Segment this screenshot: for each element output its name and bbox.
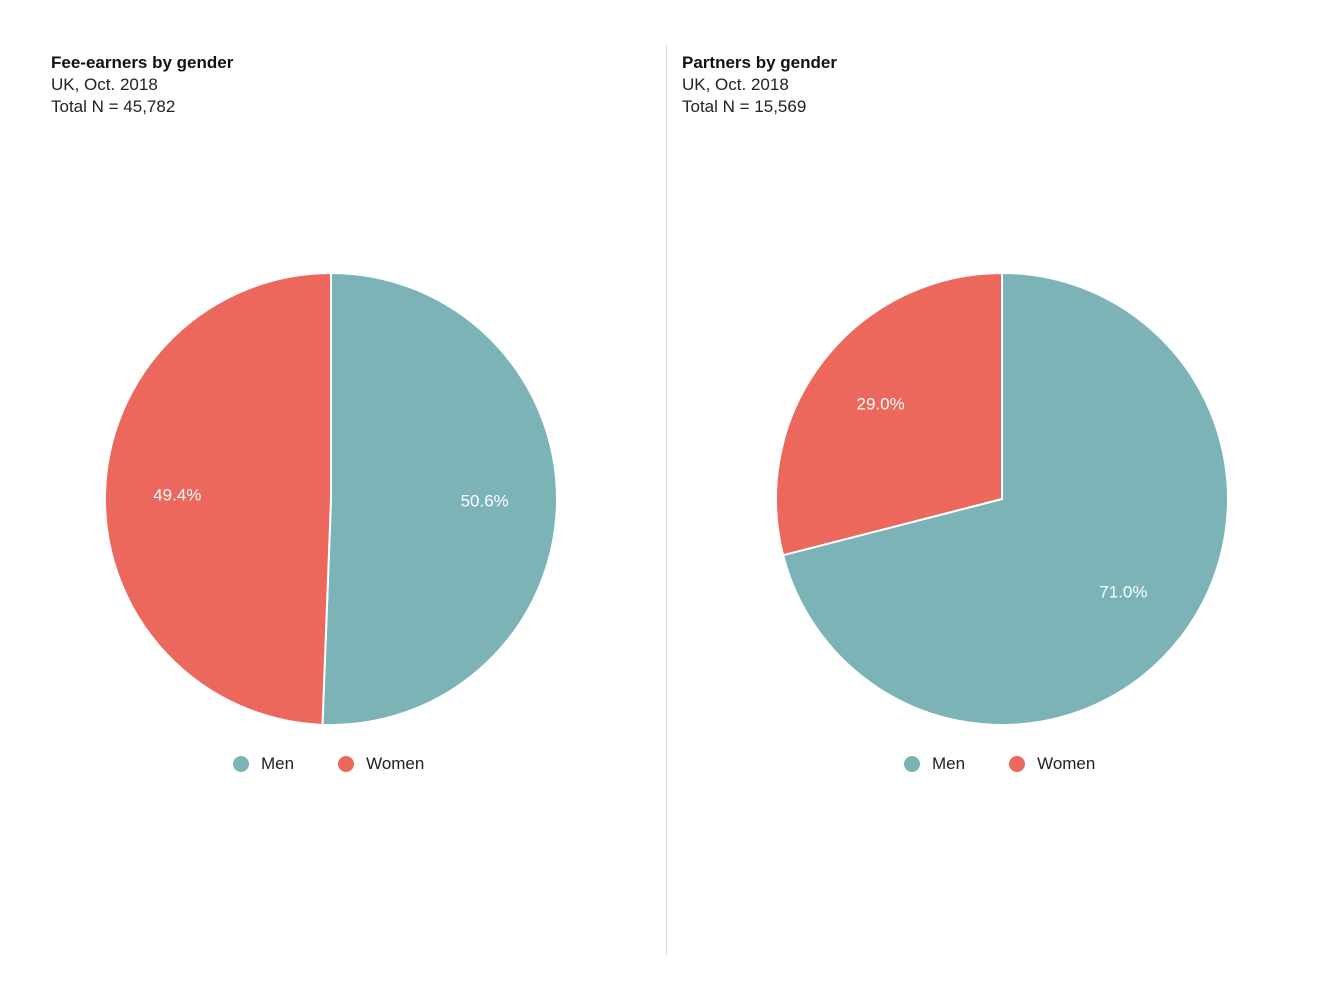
chart-header: Partners by gender UK, Oct. 2018 Total N… bbox=[682, 52, 837, 118]
chart-header: Fee-earners by gender UK, Oct. 2018 Tota… bbox=[51, 52, 233, 118]
legend-swatch-men bbox=[233, 756, 249, 772]
pie-slice-men[interactable] bbox=[782, 272, 1229, 726]
legend-item-women[interactable]: Women bbox=[1009, 754, 1095, 774]
chart-legend: Men Women bbox=[904, 754, 1095, 774]
chart-title: Fee-earners by gender bbox=[51, 53, 234, 72]
pie-slice-women[interactable] bbox=[775, 272, 1003, 557]
legend-swatch-women bbox=[1009, 756, 1026, 772]
slice-label-women: 49.4% bbox=[153, 486, 201, 505]
slice-label-women: 29.0% bbox=[856, 394, 904, 413]
chart-subtitle: UK, Oct. 2018 bbox=[682, 75, 789, 94]
legend-swatch-men bbox=[904, 756, 920, 772]
slice-label-men: 50.6% bbox=[461, 491, 509, 510]
chart-subtitle: UK, Oct. 2018 bbox=[51, 75, 158, 94]
chart-legend: Men Women bbox=[233, 754, 424, 774]
legend-label-men: Men bbox=[932, 754, 966, 773]
legend-label-men: Men bbox=[261, 754, 295, 773]
legend-swatch-women bbox=[338, 756, 355, 772]
legend-label-women: Women bbox=[1037, 754, 1096, 773]
legend-label-women: Women bbox=[366, 754, 425, 773]
pie-chart-partners: 71.0% 29.0% bbox=[775, 272, 1229, 726]
legend-item-women[interactable]: Women bbox=[338, 754, 424, 774]
chart-panel-partners: Partners by gender UK, Oct. 2018 Total N… bbox=[667, 0, 1333, 1000]
panel-divider bbox=[666, 45, 667, 955]
pie-chart-fee-earners: 50.6% 49.4% bbox=[104, 272, 558, 726]
chart-total: Total N = 15,569 bbox=[682, 97, 807, 116]
pie-slice-men[interactable] bbox=[321, 272, 558, 726]
pie-slice-women[interactable] bbox=[104, 272, 332, 726]
chart-title: Partners by gender bbox=[682, 53, 837, 72]
legend-item-men[interactable]: Men bbox=[233, 754, 294, 774]
slice-label-men: 71.0% bbox=[1099, 583, 1147, 602]
legend-item-men[interactable]: Men bbox=[904, 754, 965, 774]
chart-total: Total N = 45,782 bbox=[51, 97, 176, 116]
chart-panel-fee-earners: Fee-earners by gender UK, Oct. 2018 Tota… bbox=[0, 0, 666, 1000]
